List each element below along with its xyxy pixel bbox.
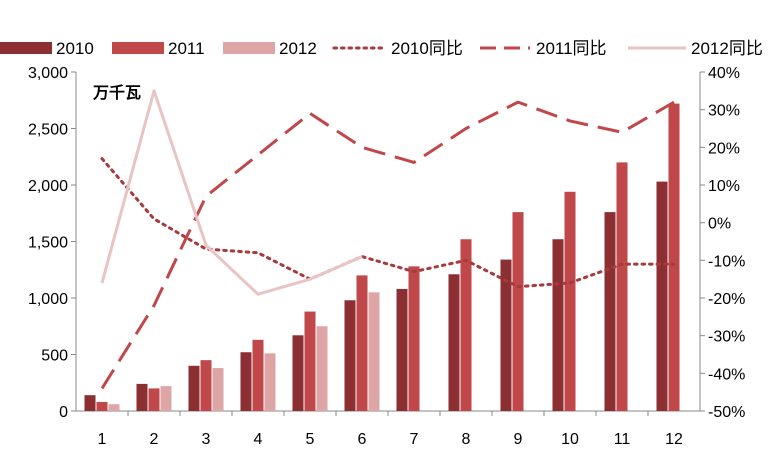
bar-2010 — [188, 365, 200, 411]
x-tick-label: 8 — [462, 431, 471, 448]
bar-2012 — [368, 292, 380, 411]
right-tick-label: 0% — [708, 216, 731, 233]
bar-2011 — [356, 275, 368, 411]
bar-2010 — [500, 259, 512, 411]
legend-label-2011: 2011 — [168, 39, 205, 58]
right-tick-label: 10% — [708, 178, 740, 195]
bar-2010 — [292, 335, 304, 411]
bar-2010 — [552, 239, 564, 411]
legend-label-2012: 2012 — [279, 39, 317, 58]
x-tick-label: 11 — [614, 431, 631, 448]
bar-2012 — [264, 353, 276, 411]
legend-label-2010同比: 2010同比 — [391, 39, 463, 58]
bar-2012 — [160, 386, 172, 411]
legend-swatch-2012 — [223, 42, 275, 54]
bar-2010 — [240, 352, 252, 411]
bar-2011 — [668, 103, 680, 411]
right-tick-label: -50% — [708, 404, 745, 421]
bar-2011 — [512, 212, 524, 411]
x-tick-label: 4 — [254, 431, 263, 448]
legend-swatch-2010 — [0, 42, 52, 54]
bar-2011 — [304, 311, 316, 411]
right-tick-label: -10% — [708, 253, 745, 270]
bar-2011 — [460, 239, 472, 411]
bar-2011 — [616, 162, 628, 411]
right-tick-label: -30% — [708, 329, 745, 346]
left-tick-label: 1,500 — [28, 235, 68, 252]
legend-label-2010: 2010 — [56, 39, 94, 58]
left-tick-label: 2,500 — [28, 122, 68, 139]
right-tick-label: -40% — [708, 366, 745, 383]
bar-2011 — [148, 388, 160, 411]
x-tick-label: 5 — [306, 431, 315, 448]
left-tick-label: 0 — [59, 404, 68, 421]
bar-2010 — [604, 212, 616, 411]
legend-label-2012同比: 2012同比 — [691, 39, 763, 58]
bar-2011 — [252, 339, 264, 411]
x-tick-label: 12 — [665, 431, 683, 448]
bar-2010 — [136, 383, 148, 411]
lines — [100, 89, 676, 390]
x-tick-label: 6 — [358, 431, 367, 448]
bar-2011 — [408, 266, 420, 411]
left-tick-label: 1,000 — [28, 291, 68, 308]
x-tick-label: 10 — [561, 431, 579, 448]
x-tick-label: 1 — [98, 431, 107, 448]
bar-2011 — [96, 401, 108, 411]
x-tick-label: 2 — [150, 431, 159, 448]
left-tick-label: 3,000 — [28, 65, 68, 82]
legend: 2010 2011 2012 2010同比 2011同比 2012同比 — [0, 39, 763, 58]
bars — [84, 103, 680, 411]
x-tick-label: 3 — [202, 431, 211, 448]
legend-label-2011同比: 2011同比 — [536, 39, 607, 58]
line-2010同比 — [100, 157, 676, 289]
unit-label: 万千瓦 — [92, 83, 141, 102]
bar-2012 — [316, 326, 328, 411]
x-tick-label: 9 — [514, 431, 523, 448]
bar-2010 — [656, 181, 668, 411]
line-2011同比 — [100, 100, 675, 390]
right-tick-label: -20% — [708, 291, 745, 308]
right-tick-label: 40% — [708, 65, 740, 82]
ticks: 0 500 1,000 1,500 2,000 2,500 3,000 -50% -40% -30… — [28, 65, 745, 448]
axes — [71, 71, 705, 416]
line-2012同比 — [100, 89, 363, 296]
bar-2011 — [564, 191, 576, 411]
bar-2010 — [344, 300, 356, 411]
bar-2011 — [200, 360, 212, 411]
bar-2010 — [84, 395, 96, 411]
x-tick-label: 7 — [410, 431, 419, 448]
left-tick-label: 2,000 — [28, 178, 68, 195]
bar-2012 — [108, 404, 120, 411]
legend-swatch-2011 — [112, 42, 164, 54]
left-tick-label: 500 — [41, 348, 68, 365]
right-tick-label: 30% — [708, 103, 740, 120]
bar-2010 — [448, 274, 460, 411]
right-tick-label: 20% — [708, 140, 740, 157]
bar-2012 — [212, 368, 224, 411]
bar-2010 — [396, 288, 408, 411]
